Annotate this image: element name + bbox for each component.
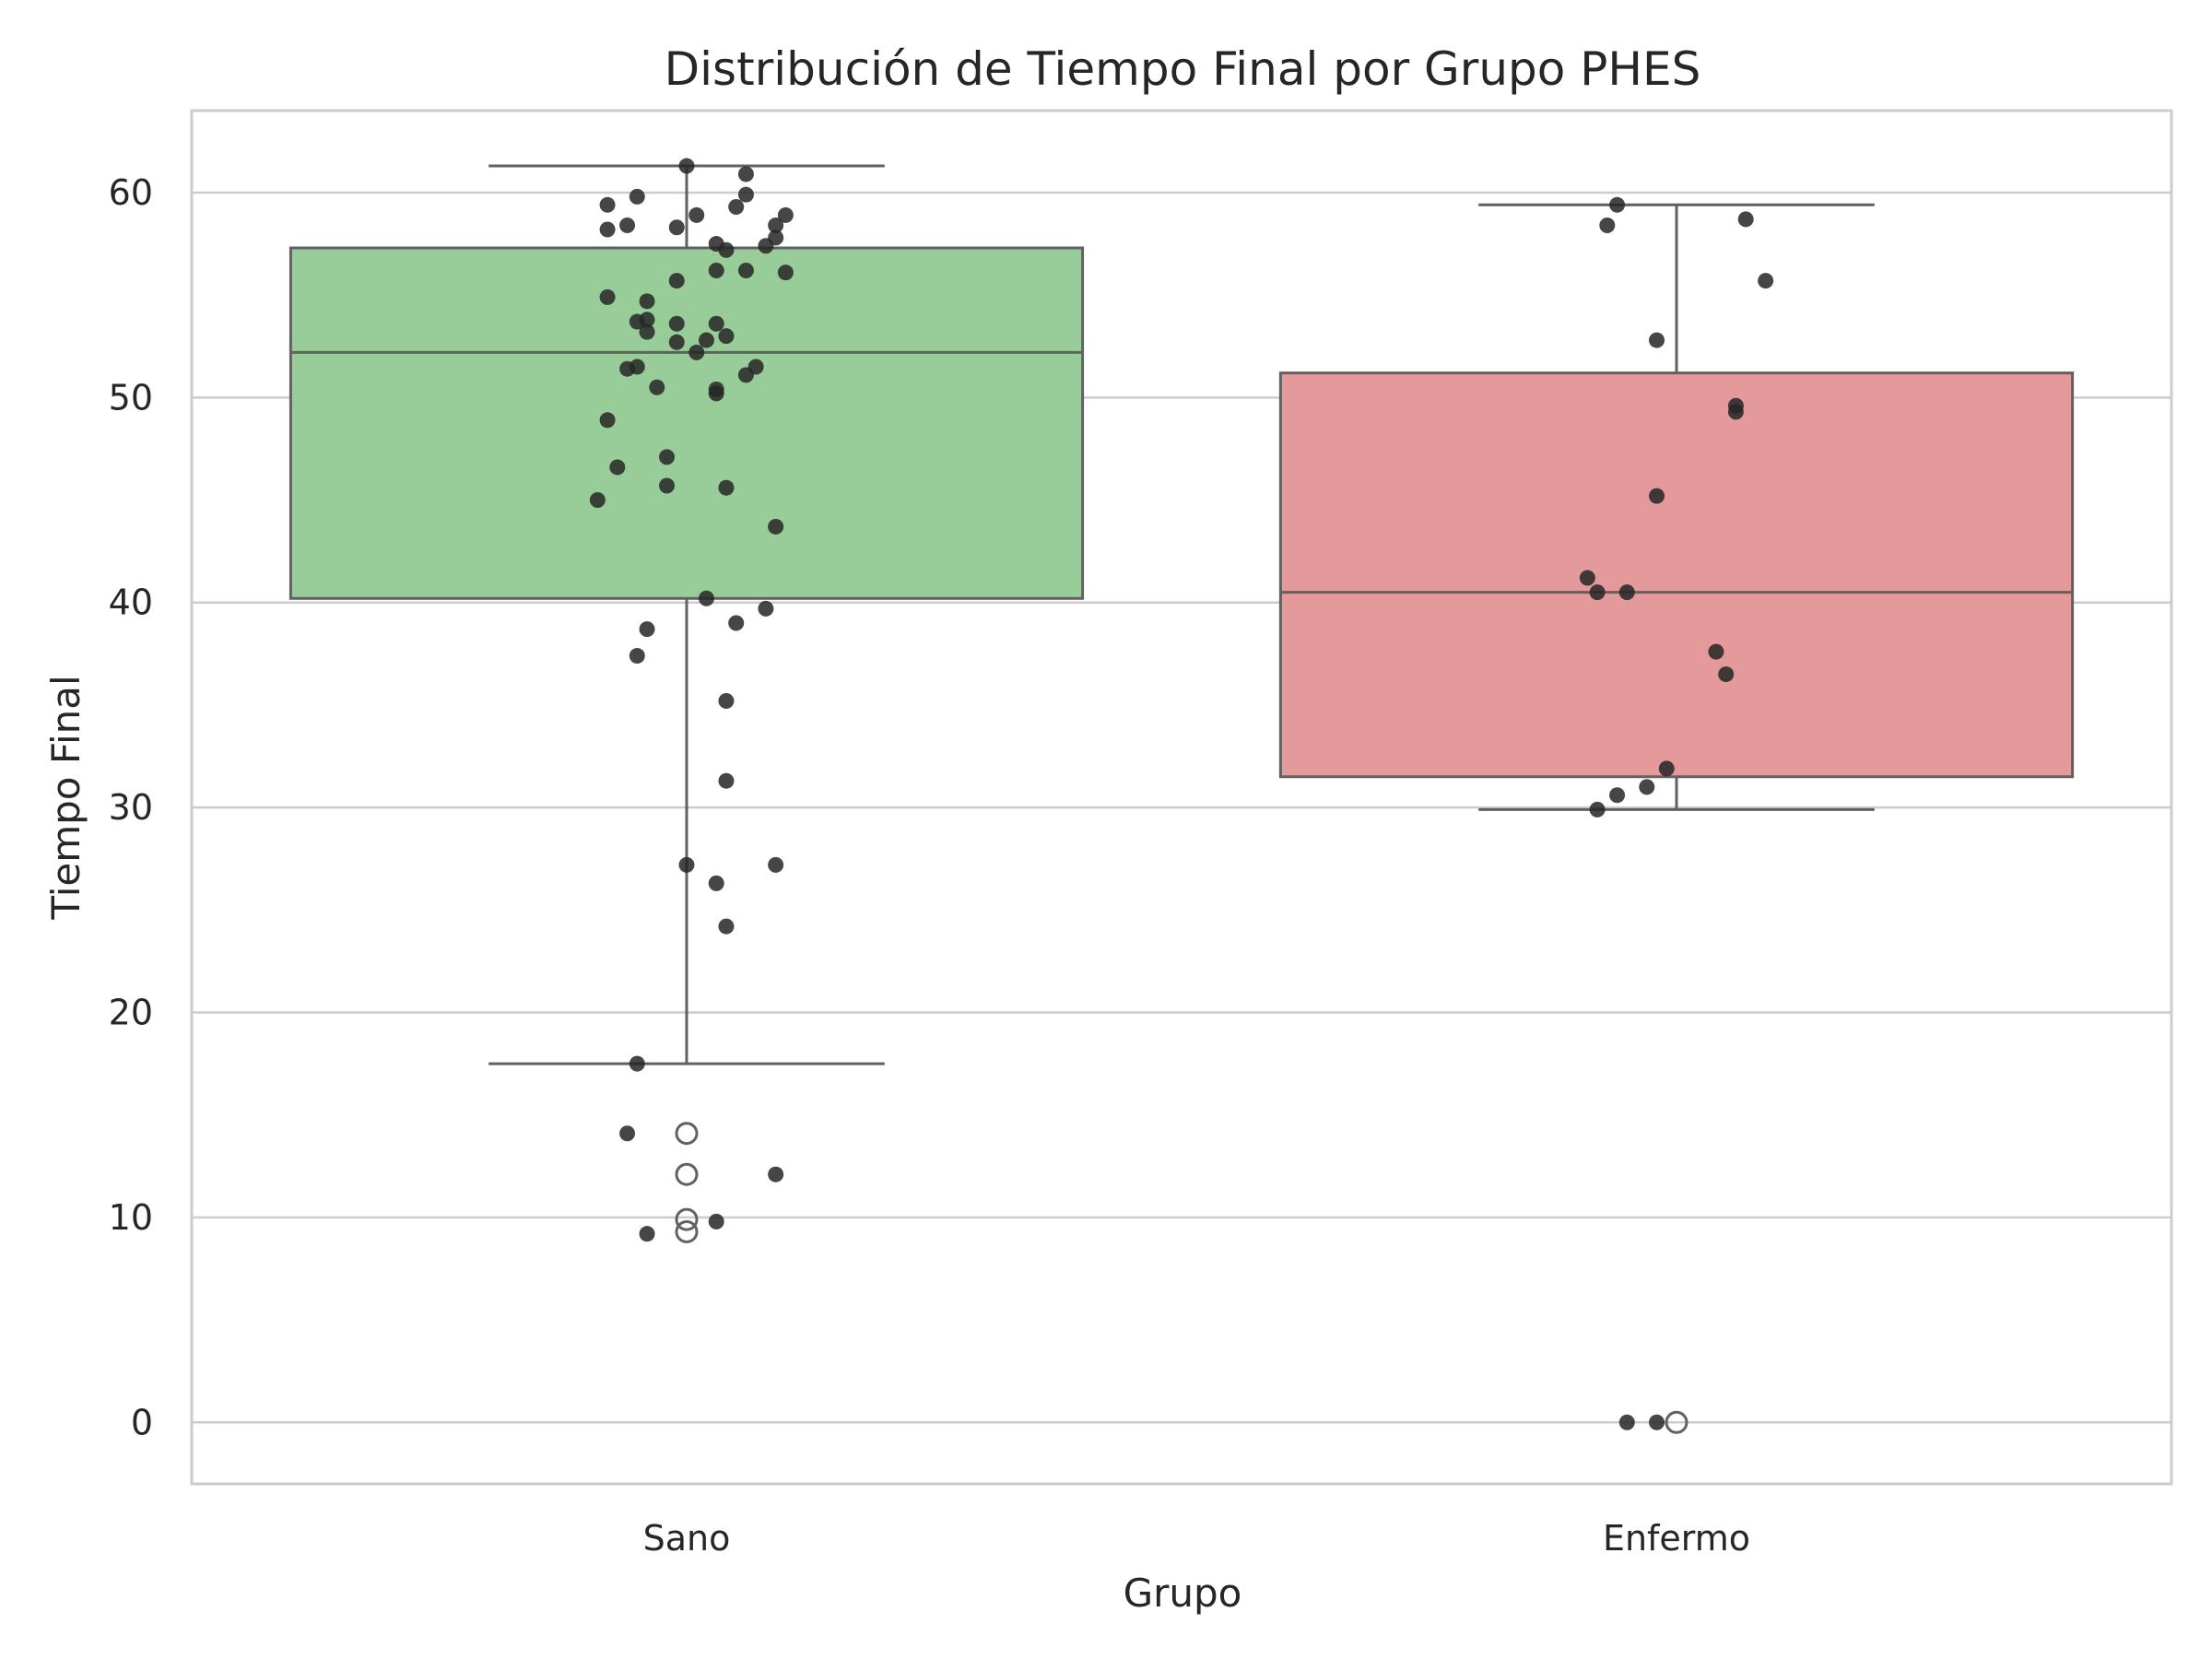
outlier-enfermo (1665, 1410, 1688, 1434)
data-point-enfermo (1579, 570, 1595, 586)
data-point-sano (609, 459, 626, 476)
data-point-sano (768, 1166, 784, 1182)
y-tick-label: 0 (131, 1402, 153, 1442)
data-point-sano (718, 772, 735, 789)
data-point-sano (708, 385, 724, 402)
points-layer (589, 158, 1774, 1430)
data-point-sano (777, 265, 794, 281)
data-point-enfermo (1727, 404, 1744, 420)
data-point-sano (768, 218, 784, 234)
data-point-sano (668, 219, 685, 236)
data-point-sano (728, 199, 745, 216)
data-point-sano (639, 1226, 655, 1242)
data-point-enfermo (1589, 801, 1606, 818)
data-point-sano (639, 621, 655, 638)
data-point-sano (688, 344, 705, 360)
y-tick-label: 10 (109, 1197, 153, 1238)
data-point-sano (728, 615, 745, 631)
data-point-sano (777, 206, 794, 223)
box-enfermo (1278, 371, 2075, 779)
data-point-sano (639, 324, 655, 340)
data-point-enfermo (1708, 643, 1724, 660)
data-point-sano (678, 856, 695, 873)
data-point-enfermo (1649, 332, 1665, 348)
outlier-sano (675, 1219, 699, 1243)
data-point-sano (599, 412, 616, 429)
data-point-enfermo (1718, 666, 1735, 683)
data-point-sano (668, 334, 685, 350)
x-tick-labels: Sano Enfermo (643, 1518, 1750, 1559)
data-point-sano (737, 367, 754, 383)
x-tick-label-enfermo: Enfermo (1603, 1518, 1750, 1559)
y-axis-label: Tiempo Final (43, 675, 88, 920)
data-point-sano (718, 918, 735, 935)
y-tick-label: 60 (109, 172, 153, 213)
x-tick-label-sano: Sano (643, 1518, 731, 1559)
plot-frame (190, 109, 2173, 1486)
chart-title: Distribución de Tiempo Final por Grupo P… (665, 42, 1701, 96)
outlier-sano (675, 1207, 699, 1231)
data-point-sano (698, 590, 714, 606)
data-point-sano (737, 166, 754, 182)
data-point-sano (599, 288, 616, 305)
data-point-enfermo (1658, 760, 1675, 777)
outlier-sano (675, 1162, 699, 1186)
data-point-sano (629, 648, 645, 665)
data-point-sano (668, 315, 685, 332)
data-point-sano (768, 518, 784, 535)
boxes-layer (288, 164, 2075, 1434)
data-point-enfermo (1737, 211, 1754, 228)
data-point-sano (718, 692, 735, 709)
data-point-sano (758, 238, 774, 254)
data-point-sano (639, 293, 655, 310)
data-point-sano (698, 332, 714, 348)
x-axis-label: Grupo (1124, 1571, 1242, 1616)
y-tick-labels: 0 10 20 30 40 50 60 (109, 172, 153, 1442)
data-point-sano (668, 273, 685, 289)
data-point-sano (619, 1125, 636, 1142)
data-point-sano (688, 206, 705, 223)
data-point-sano (708, 875, 724, 891)
data-point-sano (708, 262, 724, 278)
data-point-enfermo (1618, 1414, 1635, 1430)
data-point-enfermo (1589, 584, 1606, 601)
data-point-sano (629, 313, 645, 330)
data-point-sano (629, 1055, 645, 1072)
data-point-enfermo (1609, 787, 1626, 804)
data-point-sano (649, 379, 665, 395)
data-point-enfermo (1599, 218, 1616, 234)
data-point-sano (599, 196, 616, 213)
data-point-sano (659, 477, 676, 494)
data-point-enfermo (1639, 779, 1655, 795)
data-point-sano (718, 241, 735, 258)
data-point-sano (629, 188, 645, 205)
data-point-sano (599, 221, 616, 238)
y-tick-label: 20 (109, 993, 153, 1033)
data-point-sano (659, 449, 676, 465)
outlier-sano (675, 1122, 699, 1146)
data-point-sano (619, 218, 636, 234)
data-point-enfermo (1649, 488, 1665, 504)
data-point-enfermo (1618, 584, 1635, 601)
data-point-sano (708, 1213, 724, 1230)
data-point-sano (619, 360, 636, 377)
data-point-sano (589, 492, 606, 509)
data-point-sano (678, 158, 695, 174)
y-tick-label: 40 (109, 582, 153, 623)
y-tick-label: 30 (109, 787, 153, 828)
data-point-sano (768, 856, 784, 873)
data-point-sano (718, 328, 735, 345)
data-point-sano (758, 600, 774, 617)
box-sano (288, 246, 1085, 600)
data-point-enfermo (1758, 273, 1774, 289)
y-tick-label: 50 (109, 377, 153, 418)
data-point-enfermo (1609, 196, 1626, 213)
data-point-sano (737, 262, 754, 278)
data-point-enfermo (1649, 1414, 1665, 1430)
data-point-sano (708, 315, 724, 332)
data-point-sano (737, 186, 754, 203)
data-point-sano (718, 479, 735, 496)
